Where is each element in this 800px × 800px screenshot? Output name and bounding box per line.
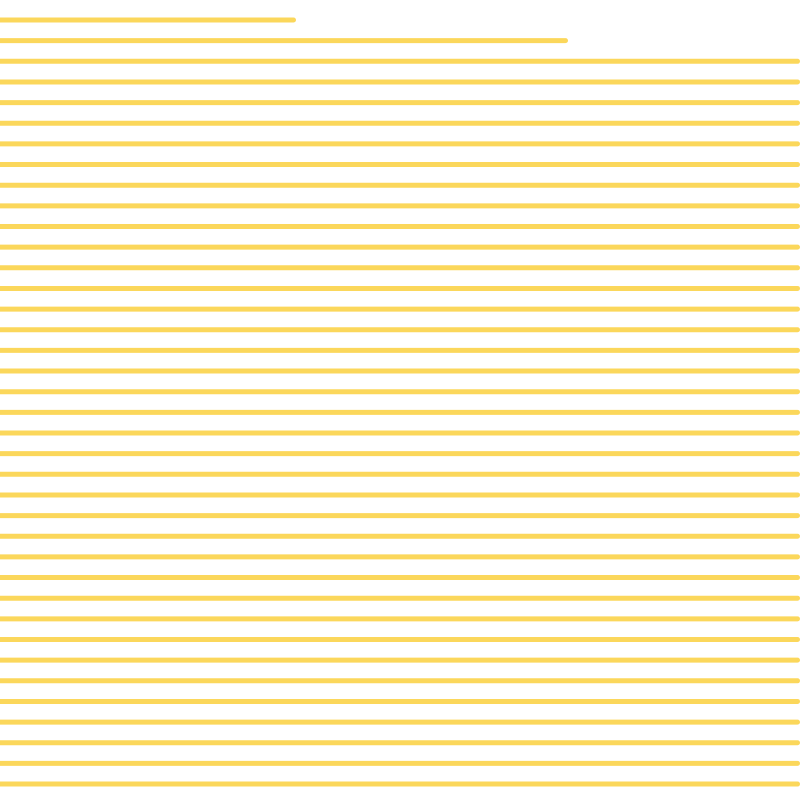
stripe bbox=[0, 79, 800, 85]
stripe bbox=[0, 492, 800, 498]
stripe bbox=[0, 451, 800, 457]
stripe bbox=[0, 595, 800, 601]
stripe bbox=[0, 389, 800, 395]
stripe bbox=[0, 120, 800, 126]
stripe bbox=[0, 285, 800, 291]
stripe bbox=[0, 409, 800, 415]
stripe bbox=[0, 327, 800, 333]
stripe bbox=[0, 100, 800, 106]
partial-stripe bbox=[0, 17, 296, 23]
stripe bbox=[0, 471, 800, 477]
stripe bbox=[0, 657, 800, 663]
stripe bbox=[0, 162, 800, 168]
stripe bbox=[0, 740, 800, 746]
stripe bbox=[0, 554, 800, 560]
stripe bbox=[0, 203, 800, 209]
stripe bbox=[0, 533, 800, 539]
stripe bbox=[0, 781, 800, 787]
stripe bbox=[0, 265, 800, 271]
stripe bbox=[0, 760, 800, 766]
stripe bbox=[0, 58, 800, 64]
stripe bbox=[0, 616, 800, 622]
stripe bbox=[0, 224, 800, 229]
stripe bbox=[0, 698, 800, 704]
stripe bbox=[0, 430, 800, 436]
stripe bbox=[0, 368, 800, 374]
stripe bbox=[0, 575, 800, 581]
stripe bbox=[0, 141, 800, 147]
stripe bbox=[0, 347, 800, 353]
stripe bbox=[0, 678, 800, 684]
stripe bbox=[0, 244, 800, 250]
stripe bbox=[0, 637, 800, 642]
stripe bbox=[0, 182, 800, 188]
stripe bbox=[0, 513, 800, 519]
stripe bbox=[0, 306, 800, 312]
stripe bbox=[0, 719, 800, 725]
partial-stripe bbox=[0, 38, 568, 44]
